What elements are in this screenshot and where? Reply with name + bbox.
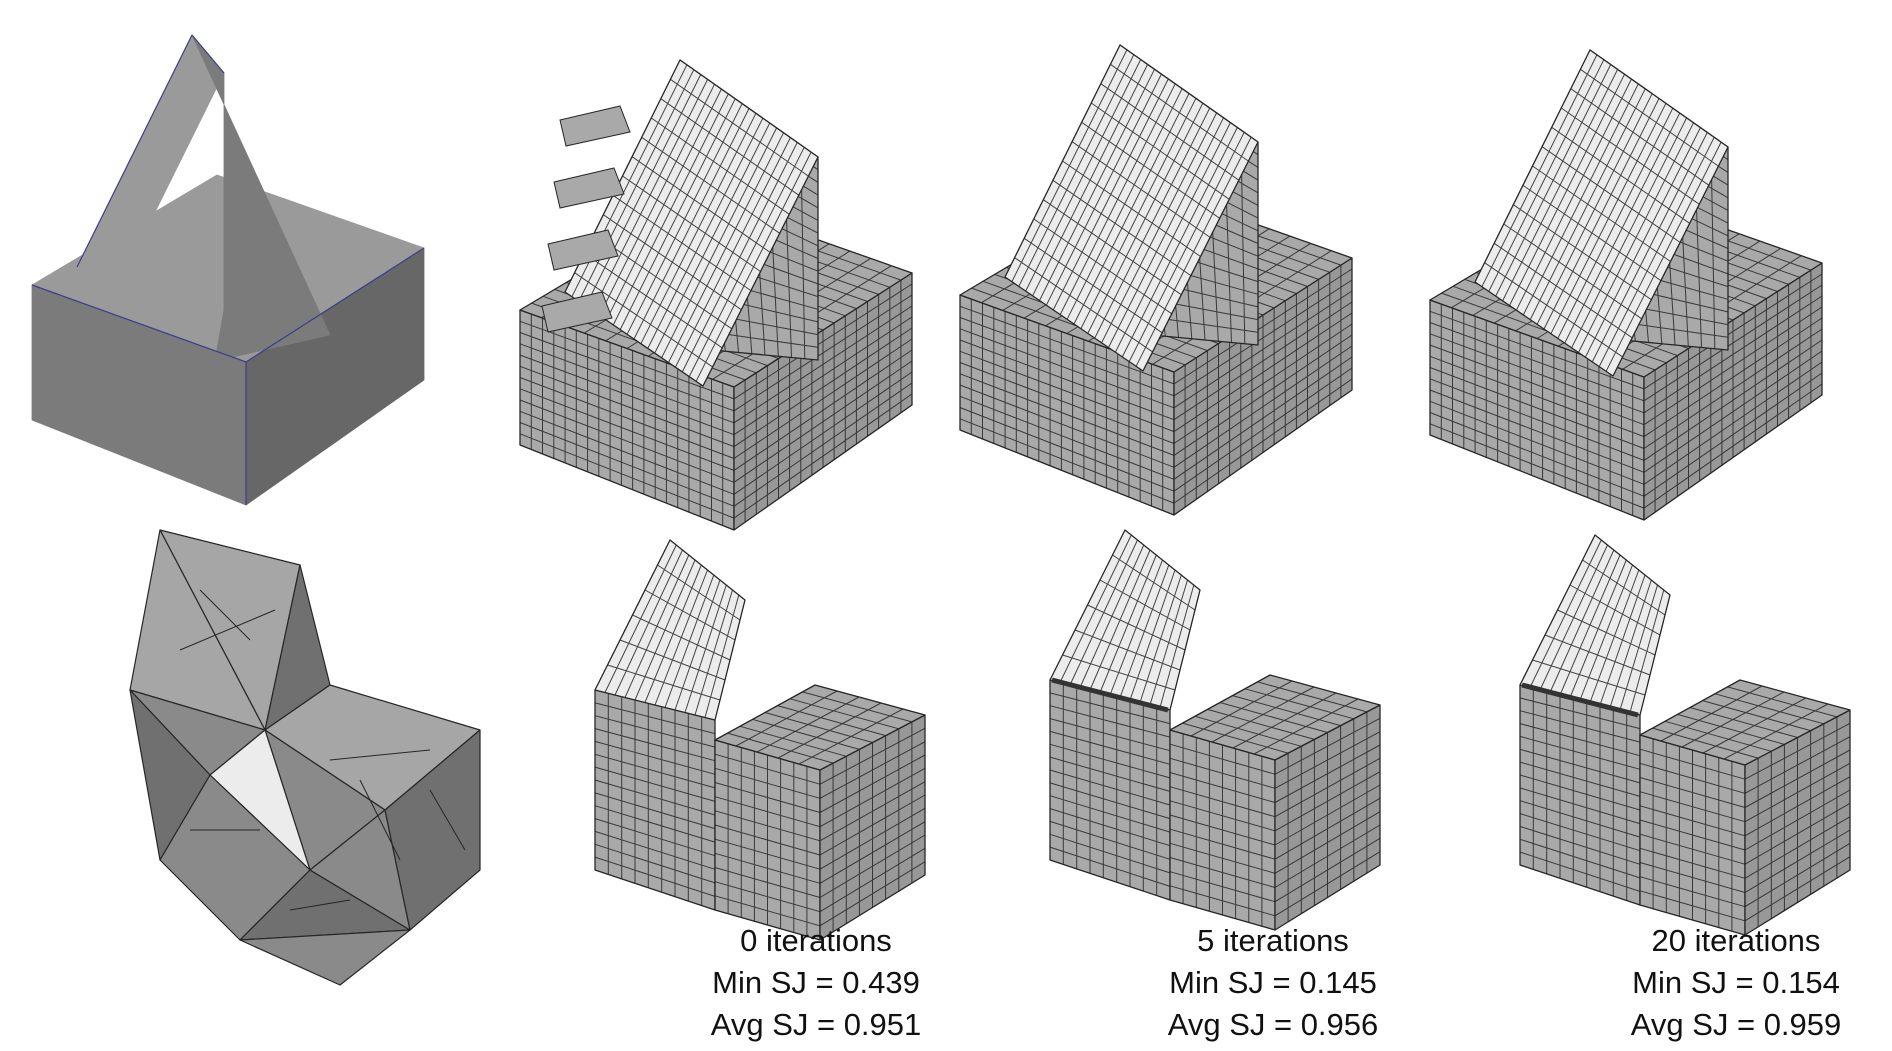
cut-side-grid (1274, 711, 1381, 922)
cut-upper-front-grid (1519, 688, 1641, 901)
cut-step-top-edge (714, 684, 926, 771)
cut-step-top-grid (727, 690, 913, 765)
hex-mesh-0-iterations-panel (519, 59, 913, 531)
block-side-grid (733, 280, 913, 523)
hex-mesh-20-iterations-panel (1429, 49, 1823, 521)
wedge-slope-edge (1474, 49, 1729, 377)
iterations-label: 5 iterations (1197, 923, 1349, 958)
cut-lower-front-grid (1639, 738, 1746, 932)
cut-side-grid (819, 721, 926, 932)
block-side-grid (1643, 270, 1823, 513)
cad-model-panel (31, 34, 425, 506)
cut-side-grid (1744, 716, 1851, 927)
wedge-slope-edge (1004, 44, 1259, 372)
cut-upper-front-grid (1049, 683, 1171, 896)
block-front-grid (959, 299, 1175, 511)
cut-step-top-edge (1639, 679, 1851, 766)
hex-mesh-5-iterations-cut-panel (1049, 529, 1381, 931)
wedge-slope-grid (1481, 54, 1722, 372)
cut-slope-grid (604, 544, 741, 718)
tet-facet (239, 929, 411, 986)
staircase-step (553, 167, 625, 209)
min-sj-label: Min SJ = 0.439 (712, 965, 920, 1000)
tet-interior-edges (179, 589, 466, 911)
staircase-step (559, 105, 631, 147)
iterations-label: 0 iterations (740, 923, 892, 958)
tet-facet (384, 729, 481, 931)
cut-slope-edge (594, 539, 746, 721)
hex-mesh-0-iterations-cut-panel (594, 539, 926, 941)
avg-sj-label: Avg SJ = 0.956 (1167, 1007, 1379, 1042)
min-sj-label: Min SJ = 0.145 (1169, 965, 1377, 1000)
wedge-slope-grid (571, 64, 812, 382)
block-front-grid (519, 314, 735, 526)
wedge-slope-edge (564, 59, 819, 387)
caption-20-iterations: 20 iterations Min SJ = 0.154 Avg SJ = 0.… (1576, 920, 1892, 1046)
min-sj-label: Min SJ = 0.154 (1632, 965, 1840, 1000)
block-front-grid (1429, 304, 1645, 516)
avg-sj-label: Avg SJ = 0.951 (710, 1007, 922, 1042)
cut-lower-front-grid (1169, 733, 1276, 927)
hex-mesh-20-iterations-cut-panel (1519, 534, 1851, 936)
staircase-step (541, 291, 613, 333)
cut-step-top-grid (1652, 685, 1838, 760)
cut-upper-front-grid (594, 693, 716, 906)
cut-lower-front-grid (714, 743, 821, 937)
cut-slope-grid (1059, 534, 1196, 708)
wedge-slope-grid (1011, 49, 1252, 367)
tet-mesh-panel (129, 529, 481, 986)
crease-line (1051, 677, 1169, 713)
iterations-label: 20 iterations (1651, 923, 1821, 958)
caption-5-iterations: 5 iterations Min SJ = 0.145 Avg SJ = 0.9… (1113, 920, 1433, 1046)
crease-line (1521, 682, 1639, 718)
hex-mesh-5-iterations-panel (959, 44, 1353, 516)
block-side-grid (1173, 265, 1353, 508)
cut-step-top-edge (1169, 674, 1381, 761)
staircase-step (547, 229, 619, 271)
cad-edges (31, 34, 425, 505)
cut-slope-grid (1529, 539, 1666, 713)
avg-sj-label: Avg SJ = 0.959 (1630, 1007, 1842, 1042)
cut-step-top-grid (1182, 680, 1368, 755)
caption-0-iterations: 0 iterations Min SJ = 0.439 Avg SJ = 0.9… (656, 920, 976, 1046)
